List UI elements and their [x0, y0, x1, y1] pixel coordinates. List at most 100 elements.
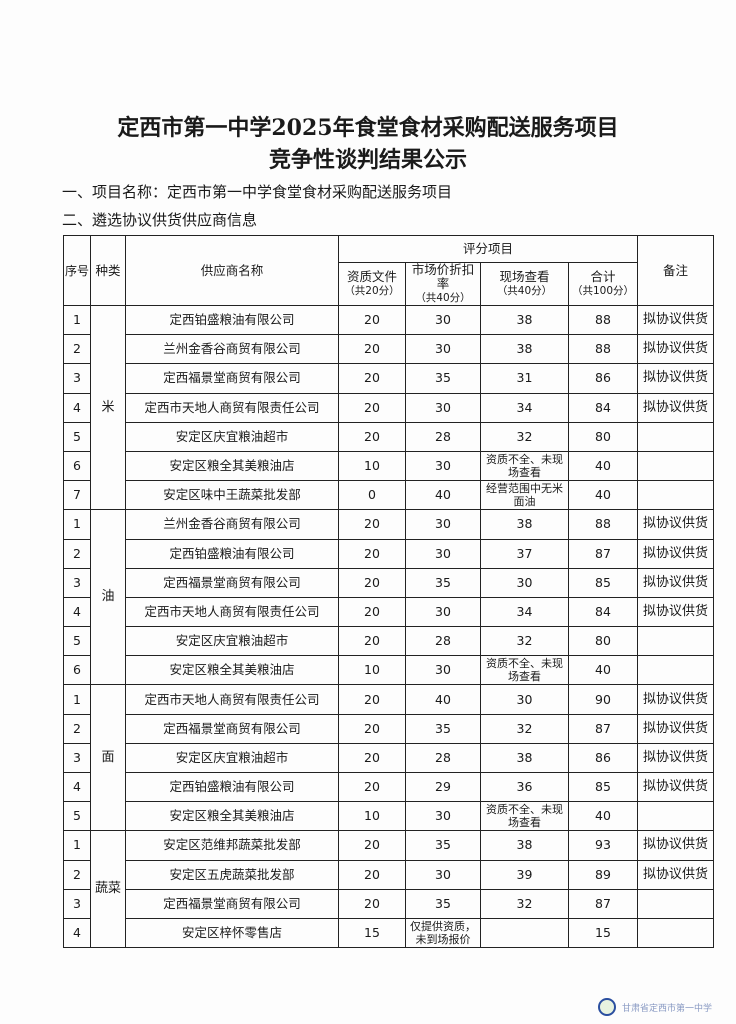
remark-cell	[637, 917, 715, 949]
supplier-cell: 安定区范维邦蔬菜批发部	[125, 830, 339, 861]
table-row: 1 蔬菜 安定区范维邦蔬菜批发部 20 35 38 93 拟协议供货	[63, 830, 715, 949]
table-row: 3 定西福景堂商贸有限公司 20 35 30 85 拟协议供货	[63, 567, 715, 598]
total-cell: 85	[567, 567, 639, 598]
section-project-name: 一、项目名称：定西市第一中学食堂食材采购配送服务项目	[62, 183, 453, 201]
qual-cell: 20	[338, 363, 406, 394]
price-cell: 30	[405, 655, 481, 686]
total-cell: 84	[567, 596, 639, 628]
supplier-cell: 安定区庆宜粮油超市	[125, 421, 339, 452]
table-row: 4 安定区梓怀零售店 15 仅提供资质，未到场报价 15	[63, 917, 715, 949]
qual-cell: 10	[338, 450, 406, 482]
no-cell: 1	[63, 684, 91, 715]
price-cell: 30	[405, 538, 481, 569]
table-row: 2 兰州金香谷商贸有限公司 20 30 38 88 拟协议供货	[63, 334, 715, 365]
table-row: 1 米定西铂盛粮油有限公司 20 30 38 88 拟协议供货	[63, 304, 715, 511]
supplier-cell: 定西市天地人商贸有限责任公司	[125, 684, 339, 715]
site-cell: 38	[480, 334, 569, 365]
total-cell: 80	[567, 626, 639, 657]
header-supplier: 供应商名称	[125, 235, 339, 306]
total-cell: 40	[567, 450, 639, 482]
remark-cell: 拟协议供货	[637, 742, 715, 774]
qual-cell: 20	[338, 596, 406, 628]
remark-cell: 拟协议供货	[637, 509, 715, 540]
price-cell: 30	[405, 304, 481, 336]
supplier-cell: 定西福景堂商贸有限公司	[125, 713, 339, 744]
header-remark: 备注	[637, 235, 715, 306]
site-cell: 31	[480, 363, 569, 394]
total-cell: 93	[567, 830, 639, 861]
header-qual: 资质文件 （共20分）	[338, 262, 406, 306]
price-cell: 28	[405, 742, 481, 774]
qual-cell: 20	[338, 334, 406, 365]
site-cell: 30	[480, 684, 569, 715]
site-cell: 32	[480, 626, 569, 657]
remark-cell: 拟协议供货	[637, 567, 715, 598]
remark-cell	[637, 888, 715, 919]
table-row: 2 定西铂盛粮油有限公司 20 30 37 87 拟协议供货	[63, 538, 715, 569]
qual-cell: 20	[338, 626, 406, 657]
site-cell: 34	[480, 596, 569, 628]
total-cell: 86	[567, 363, 639, 394]
total-cell: 86	[567, 742, 639, 774]
qual-cell: 20	[338, 859, 406, 890]
site-cell: 32	[480, 421, 569, 452]
supplier-cell: 安定区粮全其美粮油店	[125, 801, 339, 832]
site-cell: 38	[480, 304, 569, 336]
supplier-cell: 安定区五虎蔬菜批发部	[125, 859, 339, 890]
price-cell: 30	[405, 334, 481, 365]
no-cell: 4	[63, 917, 91, 949]
no-cell: 5	[63, 421, 91, 452]
table-row: 5 安定区粮全其美粮油店 10 30 资质不全、未现场查看 40	[63, 801, 715, 832]
price-cell: 35	[405, 567, 481, 598]
supplier-cell: 定西市天地人商贸有限责任公司	[125, 392, 339, 423]
remark-cell: 拟协议供货	[637, 684, 715, 715]
category-cell: 蔬菜	[90, 830, 126, 949]
site-cell: 资质不全、未现场查看	[480, 450, 569, 482]
site-cell: 39	[480, 859, 569, 890]
remark-cell	[637, 421, 715, 452]
site-cell: 资质不全、未现场查看	[480, 655, 569, 686]
table-row: 1 油兰州金香谷商贸有限公司 20 30 38 88 拟协议供货	[63, 509, 715, 686]
total-cell: 89	[567, 859, 639, 890]
table-row: 3 定西福景堂商贸有限公司 20 35 31 86 拟协议供货	[63, 363, 715, 394]
qual-cell: 20	[338, 742, 406, 774]
site-cell: 资质不全、未现场查看	[480, 801, 569, 832]
supplier-cell: 定西市天地人商贸有限责任公司	[125, 596, 339, 628]
qual-cell: 20	[338, 392, 406, 423]
table-row: 1 面定西市天地人商贸有限责任公司 20 40 30 90 拟协议供货	[63, 684, 715, 832]
qual-cell: 20	[338, 538, 406, 569]
title-line1: 定西市第一中学2025年食堂食材采购配送服务项目	[117, 115, 619, 141]
site-cell: 30	[480, 567, 569, 598]
supplier-cell: 定西福景堂商贸有限公司	[125, 888, 339, 919]
no-cell: 4	[63, 596, 91, 628]
watermark: 甘肃省定西市第一中学	[598, 998, 712, 1016]
remark-cell	[637, 626, 715, 657]
table-row: 7 安定区味中王蔬菜批发部 0 40 经营范围中无米面油 40	[63, 480, 715, 511]
remark-cell: 拟协议供货	[637, 363, 715, 394]
no-cell: 1	[63, 304, 91, 336]
no-cell: 3	[63, 888, 91, 919]
site-cell: 38	[480, 509, 569, 540]
table-row: 3 定西福景堂商贸有限公司 20 35 32 87	[63, 888, 715, 919]
supplier-cell: 安定区庆宜粮油超市	[125, 742, 339, 774]
qual-cell: 20	[338, 830, 406, 861]
site-cell: 32	[480, 713, 569, 744]
watermark-text: 甘肃省定西市第一中学	[622, 1003, 713, 1014]
qual-cell: 20	[338, 771, 406, 803]
table-row: 2 定西福景堂商贸有限公司 20 35 32 87 拟协议供货	[63, 713, 715, 744]
no-cell: 5	[63, 626, 91, 657]
remark-cell: 拟协议供货	[637, 538, 715, 569]
site-cell: 34	[480, 392, 569, 423]
price-cell: 30	[405, 509, 481, 540]
school-logo-icon	[598, 998, 616, 1016]
total-cell: 88	[567, 304, 639, 336]
no-cell: 2	[63, 859, 91, 890]
table-row: 4 定西铂盛粮油有限公司 20 29 36 85 拟协议供货	[63, 771, 715, 803]
no-cell: 4	[63, 392, 91, 423]
total-cell: 40	[567, 480, 639, 511]
header-no: 序号	[63, 235, 91, 306]
price-cell: 30	[405, 859, 481, 890]
total-cell: 87	[567, 713, 639, 744]
price-cell: 40	[405, 480, 481, 511]
